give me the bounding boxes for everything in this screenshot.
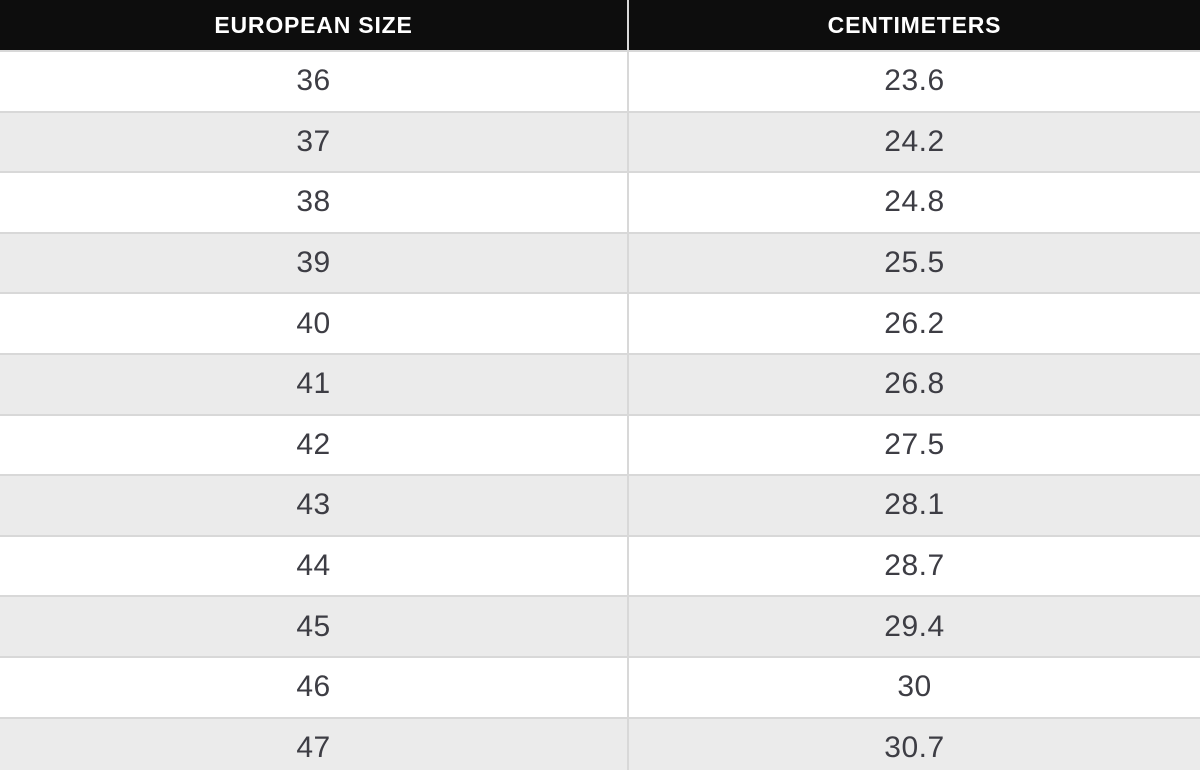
centimeters-cell: 24.2 [627,112,1200,172]
eu-size-cell: 46 [296,670,331,704]
table-row: 43 28.1 [0,474,1200,535]
centimeters-cell: 28.7 [627,536,1200,596]
centimeters-cell: 25.5 [627,233,1200,293]
table-row: 46 30 [0,655,1200,717]
eu-size-cell: 38 [296,185,331,219]
eu-size-cell: 40 [296,306,331,340]
centimeters-cell: 23.6 [627,52,1200,111]
table-row: 47 30.7 [0,716,1200,770]
centimeters-cell: 29.4 [627,597,1200,656]
centimeters-cell: 27.5 [627,415,1200,475]
table-row: 44 28.7 [0,534,1200,596]
eu-size-cell: 42 [296,427,331,461]
table-row: 39 25.5 [0,231,1200,293]
eu-size-cell: 36 [296,64,331,98]
centimeters-cell: 26.2 [627,294,1200,353]
column-header-centimeters: CENTIMETERS [627,0,1200,50]
table-header-row: EUROPEAN SIZE CENTIMETERS [0,0,1200,50]
eu-size-cell: 44 [296,549,331,583]
centimeters-cell: 30 [627,657,1200,717]
eu-size-cell: 37 [296,124,331,158]
eu-size-cell: 39 [296,246,331,280]
table-row: 36 23.6 [0,50,1200,111]
eu-size-cell: 43 [296,488,331,522]
table-row: 40 26.2 [0,292,1200,353]
centimeters-cell: 26.8 [627,354,1200,414]
table-row: 37 24.2 [0,110,1200,172]
table-row: 45 29.4 [0,595,1200,656]
centimeters-cell: 24.8 [627,173,1200,232]
table-row: 42 27.5 [0,413,1200,475]
column-header-european-size: EUROPEAN SIZE [214,11,413,38]
eu-size-cell: 41 [296,367,331,401]
table-row: 41 26.8 [0,352,1200,414]
eu-size-cell: 45 [296,609,331,643]
table-row: 38 24.8 [0,171,1200,232]
centimeters-cell: 28.1 [627,476,1200,535]
centimeters-cell: 30.7 [627,718,1200,770]
eu-size-cell: 47 [296,730,331,764]
